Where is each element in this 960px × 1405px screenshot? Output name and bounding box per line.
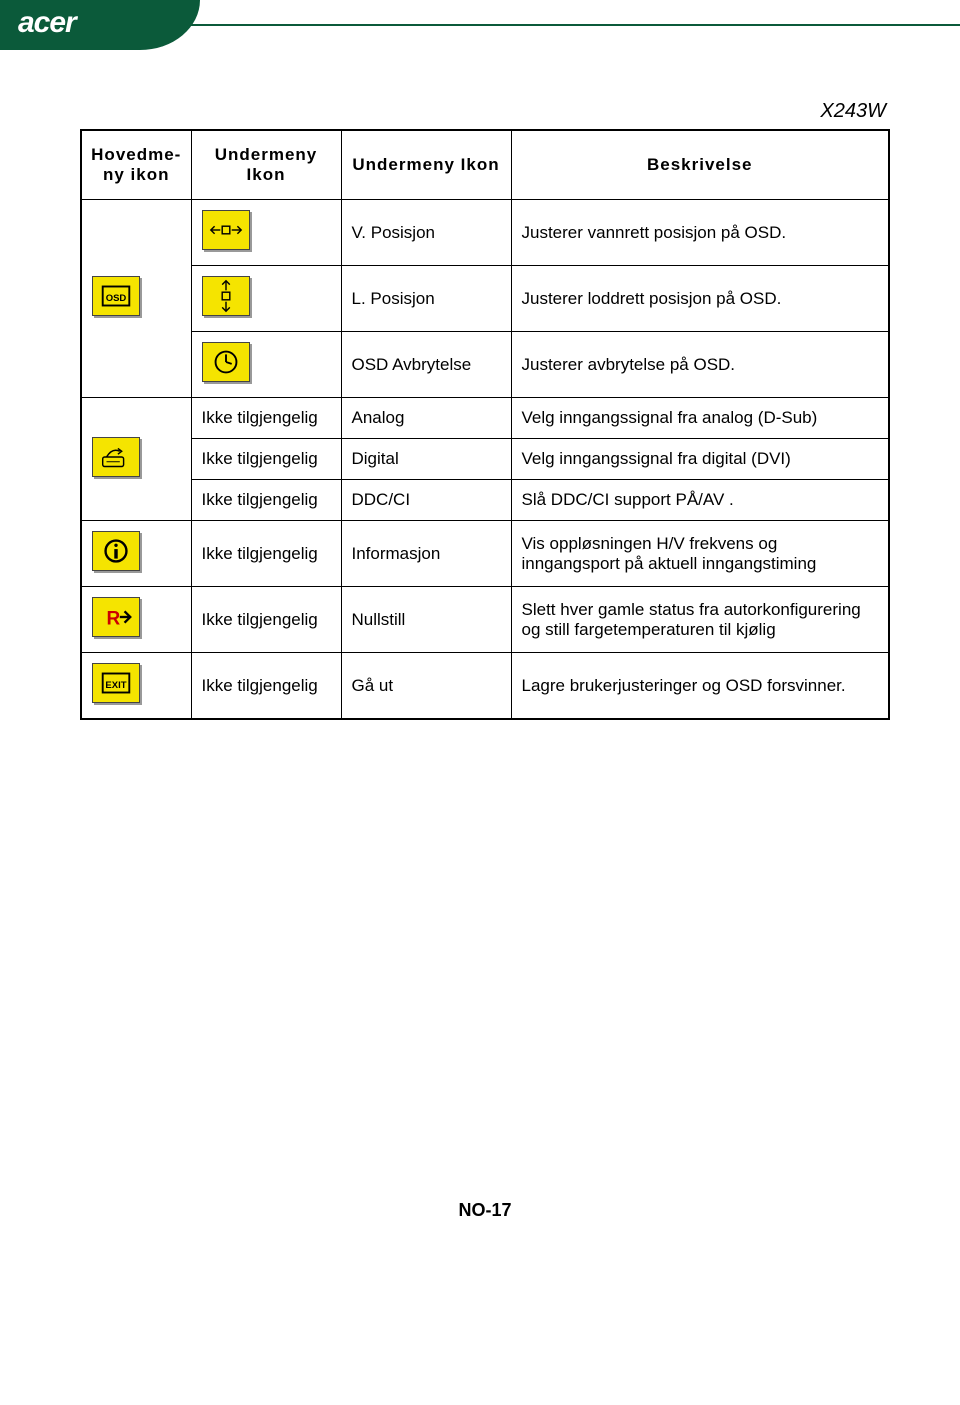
na-cell: Ikke tilgjengelig — [191, 398, 341, 439]
na-cell: Ikke tilgjengelig — [191, 439, 341, 480]
input-select-icon — [92, 437, 140, 477]
row-label: Analog — [341, 398, 511, 439]
row-desc: Lagre brukerjusteringer og OSD forsvinne… — [511, 653, 889, 720]
na-cell: Ikke tilgjengelig — [191, 521, 341, 587]
row-label: Nullstill — [341, 587, 511, 653]
svg-text:R: R — [107, 609, 121, 630]
row-desc: Slå DDC/CI support PÅ/AV . — [511, 480, 889, 521]
model-label: X243W — [80, 100, 890, 123]
table-row: R Ikke tilgjengelig Nullstill Slett hver… — [81, 587, 889, 653]
osd-menu-table: Hovedme-ny ikon Undermeny Ikon Undermeny… — [80, 129, 890, 720]
row-desc: Velg inngangssignal fra analog (D-Sub) — [511, 398, 889, 439]
row-label: Informasjon — [341, 521, 511, 587]
v-position-icon — [202, 276, 250, 316]
exit-icon: EXIT — [92, 663, 140, 703]
row-label: OSD Avbrytelse — [341, 332, 511, 398]
svg-text:OSD: OSD — [106, 293, 127, 304]
table-row: EXIT Ikke tilgjengelig Gå ut Lagre bruke… — [81, 653, 889, 720]
banner-rule — [150, 24, 960, 26]
row-desc: Vis oppløsningen H/V frekvens og inngang… — [511, 521, 889, 587]
table-row: OSD V. Posisjon Justerer vannrett posisj… — [81, 200, 889, 266]
header-main-icon: Hovedme-ny ikon — [81, 130, 191, 200]
svg-text:EXIT: EXIT — [105, 680, 126, 691]
row-desc: Velg inngangssignal fra digital (DVI) — [511, 439, 889, 480]
table-row: Ikke tilgjengelig Digital Velg inngangss… — [81, 439, 889, 480]
na-cell: Ikke tilgjengelig — [191, 653, 341, 720]
information-icon — [92, 531, 140, 571]
header-description: Beskrivelse — [511, 130, 889, 200]
table-row: Ikke tilgjengelig Informasjon Vis oppløs… — [81, 521, 889, 587]
page-number: NO-17 — [80, 1200, 890, 1221]
brand-logo: acer — [18, 6, 76, 40]
row-label: V. Posisjon — [341, 200, 511, 266]
na-cell: Ikke tilgjengelig — [191, 587, 341, 653]
row-label: Gå ut — [341, 653, 511, 720]
na-cell: Ikke tilgjengelig — [191, 480, 341, 521]
header-banner: acer — [0, 0, 960, 70]
reset-icon: R — [92, 597, 140, 637]
row-desc: Justerer avbrytelse på OSD. — [511, 332, 889, 398]
table-row: OSD Avbrytelse Justerer avbrytelse på OS… — [81, 332, 889, 398]
row-label: Digital — [341, 439, 511, 480]
table-row: Ikke tilgjengelig Analog Velg inngangssi… — [81, 398, 889, 439]
row-label: DDC/CI — [341, 480, 511, 521]
header-submenu-icon-1: Undermeny Ikon — [191, 130, 341, 200]
row-desc: Slett hver gamle status fra autorkonfigu… — [511, 587, 889, 653]
row-desc: Justerer loddrett posisjon på OSD. — [511, 266, 889, 332]
header-submenu-icon-2: Undermeny Ikon — [341, 130, 511, 200]
osd-icon: OSD — [92, 276, 140, 316]
row-label: L. Posisjon — [341, 266, 511, 332]
table-row: L. Posisjon Justerer loddrett posisjon p… — [81, 266, 889, 332]
table-row: Ikke tilgjengelig DDC/CI Slå DDC/CI supp… — [81, 480, 889, 521]
osd-timeout-icon — [202, 342, 250, 382]
h-position-icon — [202, 210, 250, 250]
row-desc: Justerer vannrett posisjon på OSD. — [511, 200, 889, 266]
